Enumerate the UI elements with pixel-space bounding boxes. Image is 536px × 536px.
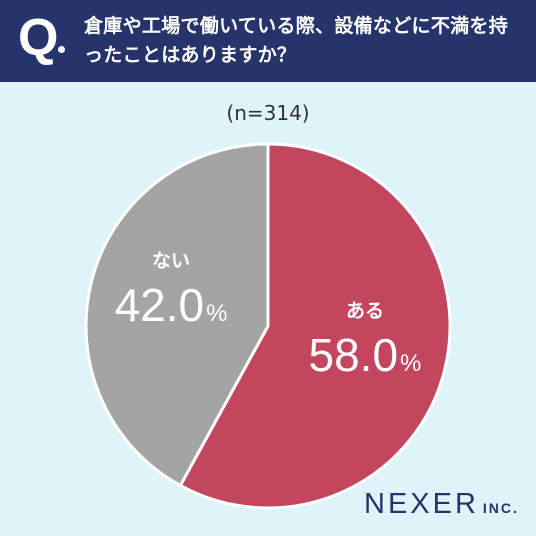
question-text: 倉庫や工場で働いている際、設備などに不満を持ったことはありますか？ xyxy=(84,15,509,66)
question-dot-icon xyxy=(58,46,65,53)
question-header: Q 倉庫や工場で働いている際、設備などに不満を持ったことはありますか？ xyxy=(0,0,536,82)
slice-label-1: ない 42.0% xyxy=(115,250,228,331)
slice-value-label: 42.0% xyxy=(115,279,228,331)
pie-slice-0 xyxy=(178,142,452,510)
slice-value-label: 58.0% xyxy=(309,329,422,381)
slice-category-label: ある xyxy=(346,300,384,322)
pie-slice-1 xyxy=(84,142,270,487)
brand-suffix: INC. xyxy=(482,500,519,516)
slice-label-0: ある 58.0% xyxy=(309,300,422,381)
question-mark-label: Q xyxy=(18,9,59,67)
sample-size-label: (n=314) xyxy=(226,101,310,125)
brand-name: NEXER xyxy=(364,488,479,520)
slice-category-label: ない xyxy=(152,250,190,272)
brand-logo: NEXER INC. xyxy=(364,488,519,521)
